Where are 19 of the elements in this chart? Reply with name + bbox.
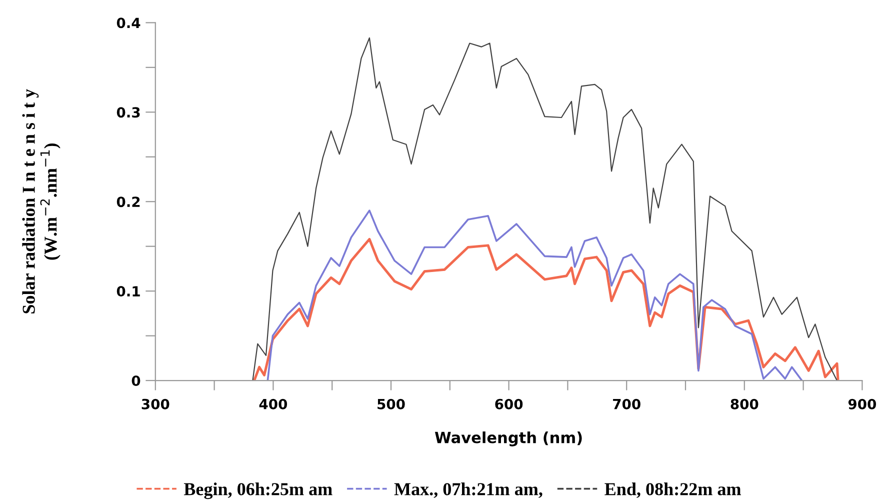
legend-label: Max., 07h:21m am,	[394, 482, 542, 498]
line-series	[252, 37, 838, 381]
x-tick-label: 600	[495, 398, 523, 410]
y-axis-title: Solar radiation I n t e n s i t y (W.m$^{−2}$.nm$^{−1}$)	[22, 89, 60, 314]
y-tick-label: 0.1	[116, 286, 140, 297]
y-tick-label: 0.3	[116, 107, 140, 118]
x-tick-label: 700	[613, 398, 640, 410]
x-axis-title: Wavelength (nm)	[434, 431, 582, 446]
x-tick-label: 800	[730, 398, 758, 410]
x-tick-label: 500	[378, 398, 405, 410]
legend-label: Begin, 06h:25m am	[184, 482, 332, 500]
x-tick-label: 900	[848, 398, 876, 410]
x-tick-label: 300	[142, 398, 170, 410]
legend-label: End, 08h:22m am	[604, 482, 741, 498]
y-tick-label: 0.2	[116, 196, 140, 208]
y-tick-label: 0.4	[116, 18, 140, 28]
y-tick-label: 0	[132, 375, 140, 386]
line-series	[266, 210, 803, 381]
x-tick-label: 400	[259, 398, 288, 410]
